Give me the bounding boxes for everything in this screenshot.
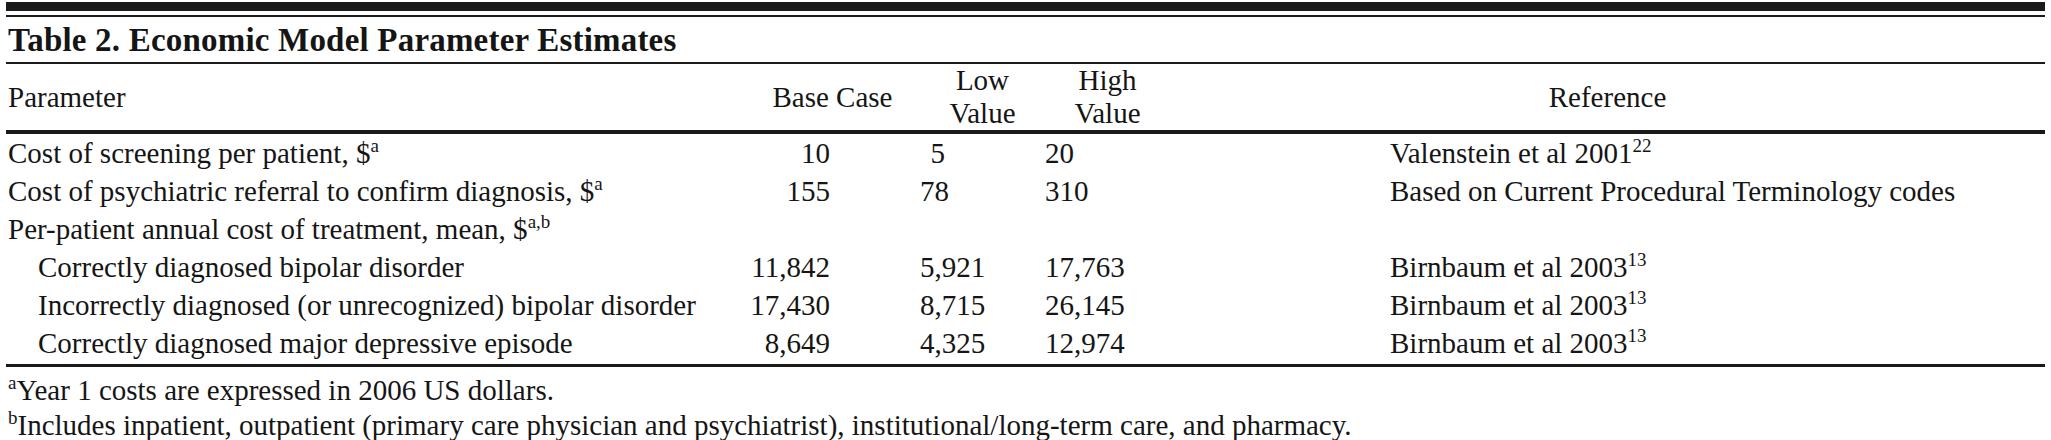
top-thick-rule [6,2,2045,11]
parameter-label: Incorrectly diagnosed (or unrecognized) … [38,289,696,321]
parameter-cell: Cost of psychiatric referral to confirm … [6,172,745,210]
low-value-cell: 78 [920,172,1045,210]
parameter-label: Cost of psychiatric referral to confirm … [8,175,594,207]
parameter-cell: Correctly diagnosed major depressive epi… [6,324,745,362]
parameter-cell: Cost of screening per patient, $a [6,132,745,172]
base-case-cell [745,210,920,248]
citation-marker: 13 [1628,249,1647,270]
parameter-label: Correctly diagnosed major depressive epi… [38,327,573,359]
footnote-marker: a [370,135,378,156]
table-title: Table 2. Economic Model Parameter Estima… [6,17,2045,62]
reference-cell: Birnbaum et al 200313 [1170,286,2045,324]
footnote-b: bIncludes inpatient, outpatient (primary… [8,408,2045,440]
table-row: Incorrectly diagnosed (or unrecognized) … [6,286,2045,324]
column-header-base-case: Base Case [745,64,920,132]
footnote-marker: a,b [528,211,551,232]
reference-cell: Based on Current Procedural Terminology … [1170,172,2045,210]
parameter-cell: Per-patient annual cost of treatment, me… [6,210,745,248]
reference-text: Valenstein et al 2001 [1390,137,1632,169]
reference-text: Birnbaum et al 2003 [1390,289,1628,321]
table-row: Cost of screening per patient, $a 10 5 2… [6,132,2045,172]
footnote-b-marker: b [8,407,18,428]
reference-text: Birnbaum et al 2003 [1390,327,1628,359]
footnotes: aYear 1 costs are expressed in 2006 US d… [6,367,2045,440]
parameter-label: Per-patient annual cost of treatment, me… [8,213,528,245]
parameter-label: Correctly diagnosed bipolar disorder [38,251,464,283]
reference-text: Birnbaum et al 2003 [1390,251,1628,283]
citation-marker: 13 [1628,287,1647,308]
high-value-cell: 310 [1045,172,1170,210]
footnote-a: aYear 1 costs are expressed in 2006 US d… [8,373,2045,408]
column-header-parameter: Parameter [6,64,745,132]
reference-text: Based on Current Procedural Terminology … [1390,175,1955,207]
high-value-cell [1045,210,1170,248]
base-case-cell: 17,430 [745,286,920,324]
base-case-cell: 8,649 [745,324,920,362]
column-header-low-value: Low Value [920,64,1045,132]
journal-table-figure: Table 2. Economic Model Parameter Estima… [0,0,2051,440]
reference-cell: Birnbaum et al 200313 [1170,324,2045,362]
table-row-group-header: Per-patient annual cost of treatment, me… [6,210,2045,248]
low-value-cell: 5 [920,132,1045,172]
base-case-cell: 155 [745,172,920,210]
low-value-cell: 4,325 [920,324,1045,362]
table-row: Correctly diagnosed major depressive epi… [6,324,2045,362]
parameter-cell: Correctly diagnosed bipolar disorder [6,248,745,286]
column-header-high-value: High Value [1045,64,1170,132]
parameter-estimates-table: Parameter Base Case Low Value High Value… [6,64,2045,362]
parameter-cell: Incorrectly diagnosed (or unrecognized) … [6,286,745,324]
table-row: Correctly diagnosed bipolar disorder 11,… [6,248,2045,286]
citation-marker: 13 [1628,325,1647,346]
footnote-marker: a [594,173,602,194]
base-case-cell: 11,842 [745,248,920,286]
base-case-cell: 10 [745,132,920,172]
reference-cell [1170,210,2045,248]
parameter-label: Cost of screening per patient, $ [8,137,370,169]
footnote-a-text: Year 1 costs are expressed in 2006 US do… [16,374,554,406]
low-value-cell [920,210,1045,248]
footnote-b-text: Includes inpatient, outpatient (primary … [18,409,1352,440]
high-value-cell: 17,763 [1045,248,1170,286]
reference-cell: Valenstein et al 200122 [1170,132,2045,172]
low-value-cell: 5,921 [920,248,1045,286]
high-value-cell: 12,974 [1045,324,1170,362]
high-value-cell: 20 [1045,132,1170,172]
table-row: Cost of psychiatric referral to confirm … [6,172,2045,210]
citation-marker: 22 [1632,135,1651,156]
reference-cell: Birnbaum et al 200313 [1170,248,2045,286]
high-value-cell: 26,145 [1045,286,1170,324]
header-row: Parameter Base Case Low Value High Value… [6,64,2045,132]
low-value-cell: 8,715 [920,286,1045,324]
column-header-reference: Reference [1170,64,2045,132]
